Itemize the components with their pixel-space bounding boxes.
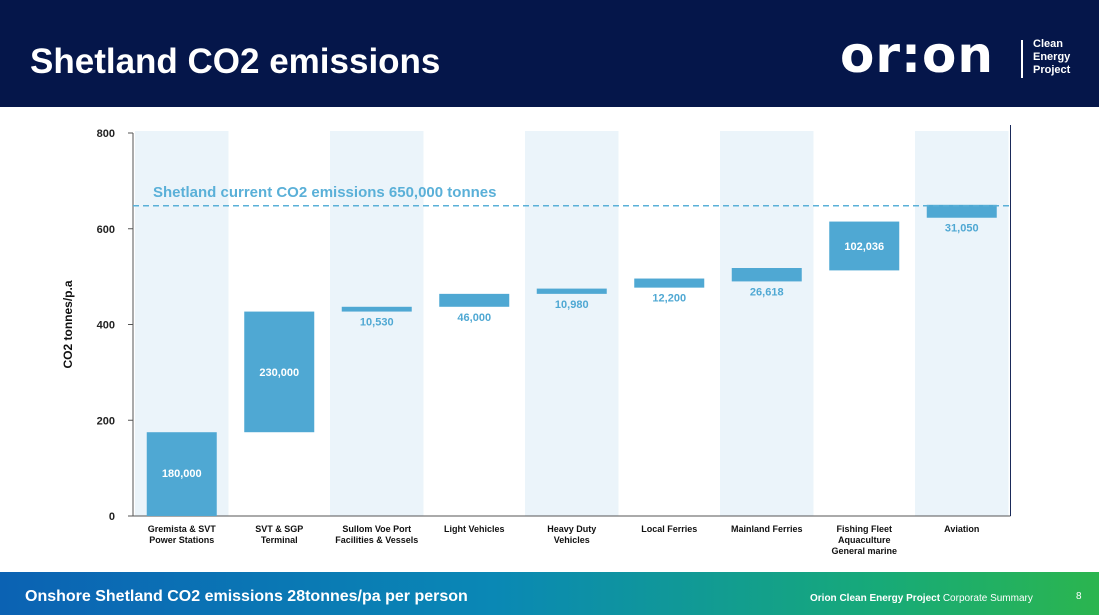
x-category-label: Aquaculture — [838, 535, 891, 545]
category-band — [915, 131, 1009, 516]
bar-value-label: 102,036 — [844, 241, 884, 253]
category-band — [330, 131, 424, 516]
header-banner: Shetland CO2 emissions or:on Clean Energ… — [0, 0, 1099, 107]
waterfall-bar — [536, 288, 607, 294]
bar-value-label: 26,618 — [750, 286, 784, 298]
x-category-label: Power Stations — [149, 535, 214, 545]
bar-value-label: 10,530 — [360, 317, 394, 329]
waterfall-bar — [634, 278, 705, 288]
waterfall-bar — [731, 268, 802, 282]
bar-value-label: 180,000 — [162, 468, 202, 480]
bar-value-label: 31,050 — [945, 223, 979, 235]
waterfall-bar — [341, 306, 412, 312]
emissions-waterfall-chart: 0 200 400 600 800 CO2 tonnes/p.a 180,000 230,00… — [61, 125, 1011, 556]
x-category-label: Local Ferries — [641, 524, 697, 534]
bar-value-label: 10,980 — [555, 299, 589, 311]
y-tick-label: 600 — [97, 224, 115, 236]
logo-subtitle-line: Energy — [1033, 51, 1071, 63]
y-tick-label: 400 — [97, 320, 115, 332]
footer-doc-type: Corporate Summary — [942, 593, 1033, 604]
waterfall-bar — [146, 432, 217, 516]
footer-statement: Onshore Shetland CO2 emissions 28tonnes/… — [25, 588, 468, 605]
logo-subtitle-line: Project — [1033, 64, 1071, 76]
footer-project-label: Orion Clean Energy Project Corporate Sum… — [810, 593, 1033, 604]
y-tick-label: 0 — [109, 511, 115, 523]
waterfall-bar — [244, 311, 315, 433]
page-title: Shetland CO2 emissions — [30, 42, 441, 81]
logo-subtitle: Clean Energy Project — [1033, 38, 1070, 77]
footer-banner: Onshore Shetland CO2 emissions 28tonnes/… — [0, 572, 1099, 615]
bar-value-label: 12,200 — [652, 293, 686, 305]
x-category-label: Aviation — [944, 524, 979, 534]
y-tick-label: 200 — [97, 415, 115, 427]
x-category-label: Mainland Ferries — [731, 524, 803, 534]
x-category-label: Facilities & Vessels — [335, 535, 418, 545]
bar-value-label: 46,000 — [457, 312, 491, 324]
category-band — [720, 131, 814, 516]
x-category-label: General marine — [831, 546, 897, 556]
x-category-label: Vehicles — [554, 535, 590, 545]
bar-value-label: 230,000 — [259, 367, 299, 379]
x-category-label: Heavy Duty — [547, 524, 596, 534]
logo-subtitle-line: Clean — [1033, 38, 1063, 50]
waterfall-bar — [829, 221, 900, 271]
y-axis-title: CO2 tonnes/p.a — [61, 280, 75, 368]
page-number: 8 — [1076, 591, 1082, 602]
orion-logo: or:on Clean Energy Project — [840, 30, 1080, 84]
y-tick-label: 800 — [97, 128, 115, 140]
x-category-label: Terminal — [261, 535, 298, 545]
waterfall-bar — [926, 204, 997, 218]
waterfall-bar — [439, 293, 510, 307]
orion-logo-wordmark: or:on — [840, 26, 994, 84]
x-category-label: Light Vehicles — [444, 524, 505, 534]
x-category-label: Fishing Fleet — [836, 524, 892, 534]
logo-divider — [1021, 40, 1023, 78]
reference-line-label: Shetland current CO2 emissions 650,000 t… — [153, 184, 496, 201]
footer-project-name: Orion Clean Energy Project — [810, 593, 941, 604]
x-category-label: SVT & SGP — [255, 524, 303, 534]
category-band — [525, 131, 619, 516]
x-category-label: Sullom Voe Port — [342, 524, 411, 534]
x-category-label: Gremista & SVT — [148, 524, 217, 534]
